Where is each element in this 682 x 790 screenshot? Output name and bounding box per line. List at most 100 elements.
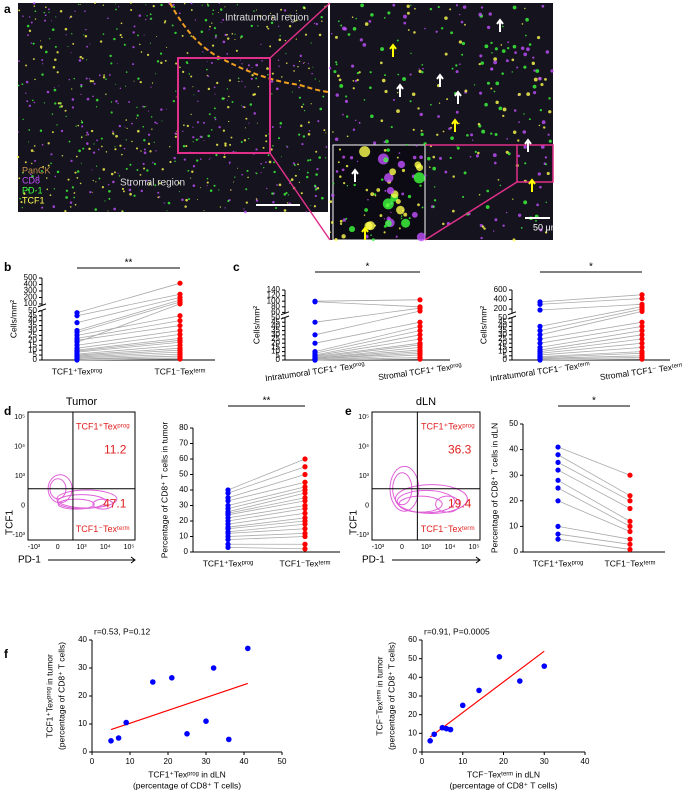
cell-signal <box>105 78 107 81</box>
cell-signal <box>429 7 433 11</box>
y-tick-label: 40 <box>179 485 188 494</box>
cell-signal <box>255 148 258 151</box>
cell-signal <box>218 2 220 5</box>
cell-signal <box>113 207 116 211</box>
cell-signal <box>22 118 24 121</box>
cell-signal <box>187 169 190 172</box>
cell-signal <box>169 160 172 164</box>
cell-signal <box>200 187 202 189</box>
cell-signal <box>125 167 128 170</box>
cell-signal <box>39 129 43 133</box>
pair-line <box>76 325 181 341</box>
cell-signal <box>308 129 311 132</box>
cell-signal <box>383 148 387 152</box>
cell-signal <box>28 104 32 108</box>
cell-signal <box>370 192 375 197</box>
pair-line <box>227 492 306 513</box>
cell-signal <box>218 125 221 129</box>
pair-line <box>314 338 421 357</box>
point <box>537 357 543 363</box>
cell-signal <box>493 57 498 61</box>
cell-signal <box>214 34 218 37</box>
y-tick-label: 10 <box>271 347 280 356</box>
point <box>537 328 543 334</box>
cell-signal <box>343 182 346 185</box>
point <box>74 357 80 363</box>
y-tick-label: 10 <box>78 719 87 728</box>
cell-signal <box>248 122 250 124</box>
cell-signal <box>379 214 383 217</box>
point <box>302 546 308 552</box>
cell-signal <box>521 23 524 25</box>
cell-signal <box>99 40 103 43</box>
cell-signal <box>384 220 392 227</box>
cell-signal <box>86 142 89 145</box>
cell-signal <box>313 184 317 188</box>
cell-signal <box>307 159 310 162</box>
cell-signal <box>178 12 181 15</box>
cell-signal <box>41 58 44 62</box>
cell-signal <box>480 61 485 65</box>
x-axis-label: (percentage of CD8⁺ T cells) <box>133 780 241 790</box>
cell-signal <box>364 22 369 26</box>
cell-signal <box>517 213 522 217</box>
cell-signal <box>437 5 440 9</box>
cell-signal <box>294 174 297 177</box>
pair-line <box>557 446 631 476</box>
cell-signal <box>271 93 273 95</box>
pair-line <box>314 347 421 359</box>
cell-signal <box>412 128 415 131</box>
cell-signal <box>61 155 64 157</box>
cell-signal <box>131 122 134 125</box>
point <box>226 736 232 743</box>
cell-signal <box>132 63 135 66</box>
cell-signal <box>34 18 37 20</box>
cell-signal <box>316 167 319 171</box>
cell-signal <box>123 43 126 46</box>
cell-signal <box>352 128 356 132</box>
cell-signal <box>396 39 399 42</box>
cell-signal <box>145 105 147 107</box>
cell-signal <box>494 47 498 51</box>
cell-signal <box>98 177 101 180</box>
cell-signal <box>300 124 303 128</box>
cell-signal <box>206 74 208 76</box>
cell-signal <box>517 154 521 158</box>
y-tick-label: 80 <box>271 302 280 311</box>
cell-signal <box>102 33 105 35</box>
flow-x-tick: -10³ <box>28 544 41 551</box>
cell-signal <box>231 101 234 103</box>
cell-signal <box>270 21 274 25</box>
y-tick-label: 25 <box>271 334 280 343</box>
scale-bar-label: 50 μm <box>533 222 558 232</box>
y-tick-label: 15 <box>271 343 280 352</box>
cell-signal <box>277 25 280 27</box>
cell-signal <box>413 172 425 184</box>
cell-signal <box>112 180 115 184</box>
cell-signal <box>113 37 116 41</box>
cell-signal <box>354 79 358 83</box>
y-tick-label: 50 <box>28 306 37 315</box>
cell-signal <box>25 64 28 67</box>
y-tick-label: 40 <box>28 316 37 325</box>
arrow <box>389 43 397 57</box>
gate-value: 11.2 <box>104 443 127 457</box>
cell-signal <box>149 150 152 153</box>
cell-signal <box>545 50 550 54</box>
cell-signal <box>97 148 100 151</box>
cell-signal <box>207 87 211 91</box>
cell-signal <box>68 140 71 143</box>
cell-signal <box>318 156 321 159</box>
panel-label: a <box>4 2 11 16</box>
y-tick-label: 45 <box>28 311 37 320</box>
cell-signal <box>241 80 243 83</box>
cell-signal <box>226 37 230 40</box>
flow-x-tick: 0 <box>56 544 60 551</box>
cell-signal <box>95 181 97 183</box>
cell-signal <box>120 22 123 25</box>
pair-line <box>539 306 643 327</box>
pair-line <box>76 351 181 358</box>
point <box>302 533 308 540</box>
cell-signal <box>401 168 406 173</box>
cell-signal <box>276 184 278 186</box>
